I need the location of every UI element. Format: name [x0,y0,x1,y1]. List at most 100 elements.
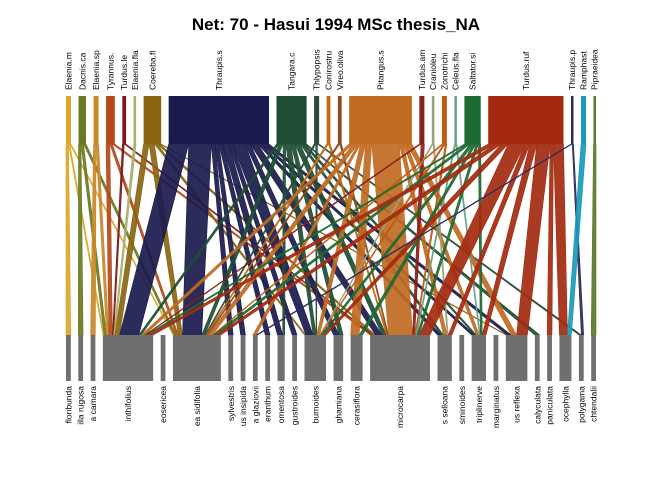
higher-species-box [78,96,87,144]
higher-species-label: Turdus.am [417,50,427,90]
lower-species-label: s selloana [440,386,450,425]
higher-species-box [454,96,457,144]
higher-species-label: Turdus.ruf [521,51,531,90]
higher-species-box [122,96,127,144]
lower-species-label: ghamiana [333,386,343,424]
lower-species-label: us reflexa [512,386,522,423]
higher-species-box [326,96,331,144]
higher-species-box [143,96,162,144]
lower-species-label: ea sidifolia [192,386,202,426]
lower-species-label: gustroides [290,386,300,425]
lower-species-box [102,335,154,381]
lower-species-box [591,335,596,381]
lower-species-label: omentosa [276,386,286,424]
higher-species-label: Turdus.le [119,55,129,90]
lower-species-label: floribunda [63,386,73,424]
lower-species-label: marginatus [491,386,501,428]
chart-title: Net: 70 - Hasui 1994 MSc thesis_NA [192,15,480,34]
higher-species-label: Thraupis.s [214,50,224,90]
lower-species-label: eosericea [158,386,168,423]
higher-species-label: Thlypopsis [312,49,322,90]
lower-species-label: microcarpa [395,386,405,428]
higher-species-label: Conirostru [324,51,334,90]
interaction-link [567,143,587,336]
higher-species-label: Elaenia.m [64,52,74,90]
lower-species-box [471,335,487,381]
lower-species-label: burnoides [310,386,320,423]
lower-species-box [265,335,271,381]
lower-species-label: inthifolius [123,386,133,421]
lower-species-label: a glaziovii [250,386,260,423]
lower-species-box [66,335,71,381]
higher-species-label: Elaenia.fla [130,50,140,90]
lower-species-label: calyculata [532,386,542,424]
lower-species-label: polygama [576,386,586,423]
lower-species-box [292,335,297,381]
higher-species-label: Celeus.fla [451,52,461,90]
lower-species-label: sylvestris [226,386,236,421]
lower-species-label: triplinerve [474,386,484,423]
higher-species-box [419,96,425,144]
lower-species-box [547,335,552,381]
higher-species-label: Pitangus.s [376,50,386,90]
lower-species-label: a camara [88,386,98,422]
lower-species-label: paniculata [545,386,555,425]
higher-species-label: Dacnis.ca [77,52,87,90]
lower-species-box [304,335,327,381]
lower-species-box [534,335,540,381]
lower-species-box [252,335,258,381]
higher-species-label: Cranioleu [428,53,438,90]
higher-species-label: Tangara.c [287,52,297,90]
interaction-link [65,143,72,336]
higher-level-species: Elaenia.m Dacnis.ca Elaenia.sp Tyrannus. Tur… [64,49,600,144]
higher-species-box [441,96,447,144]
lower-species-label: chtendalii [589,386,599,422]
lower-species-label: sminoides [457,386,467,424]
higher-species-box [580,96,586,144]
higher-species-label: Zonotrichi [439,53,449,90]
lower-species-label: illa rugosa [76,386,86,425]
higher-species-box [106,96,115,144]
lower-species-box [277,335,285,381]
higher-species-box [464,96,481,144]
lower-species-box [350,335,363,381]
higher-species-label: Thraupis.p [567,50,577,90]
lower-species-box [90,335,96,381]
lower-species-box [578,335,584,381]
interaction-link [77,143,84,336]
lower-species-box [370,335,430,381]
lower-species-label: ocephylla [560,386,570,422]
lower-species-box [437,335,452,381]
higher-species-box [570,96,574,144]
higher-species-label: Elaenia.sp [91,50,101,90]
higher-species-box [66,96,72,144]
interaction-link [590,143,597,336]
higher-species-box [431,96,435,144]
interaction-link [553,143,568,336]
interaction-link [90,143,97,336]
interaction-link [315,143,318,336]
lower-species-box [240,335,246,381]
higher-species-label: Saltator.si [468,53,478,90]
lower-species-box [459,335,465,381]
higher-species-box [93,96,99,144]
higher-species-box [168,96,270,144]
lower-species-box [78,335,84,381]
interaction-link [546,143,554,336]
lower-species-box [505,335,528,381]
interaction-link [516,143,551,336]
higher-species-label: Coereba.fl [147,51,157,90]
lower-species-label: cerasiflora [352,386,362,425]
lower-species-box [172,335,221,381]
higher-species-label: Tyrannus. [105,53,115,90]
lower-species-box [160,335,166,381]
lower-species-box [493,335,499,381]
lower-species-box [559,335,572,381]
higher-species-box [337,96,342,144]
lower-species-box [333,335,344,381]
higher-species-box [314,96,320,144]
higher-species-box [593,96,596,144]
lower-species-label: eranthum [263,386,273,422]
higher-species-box [349,96,412,144]
